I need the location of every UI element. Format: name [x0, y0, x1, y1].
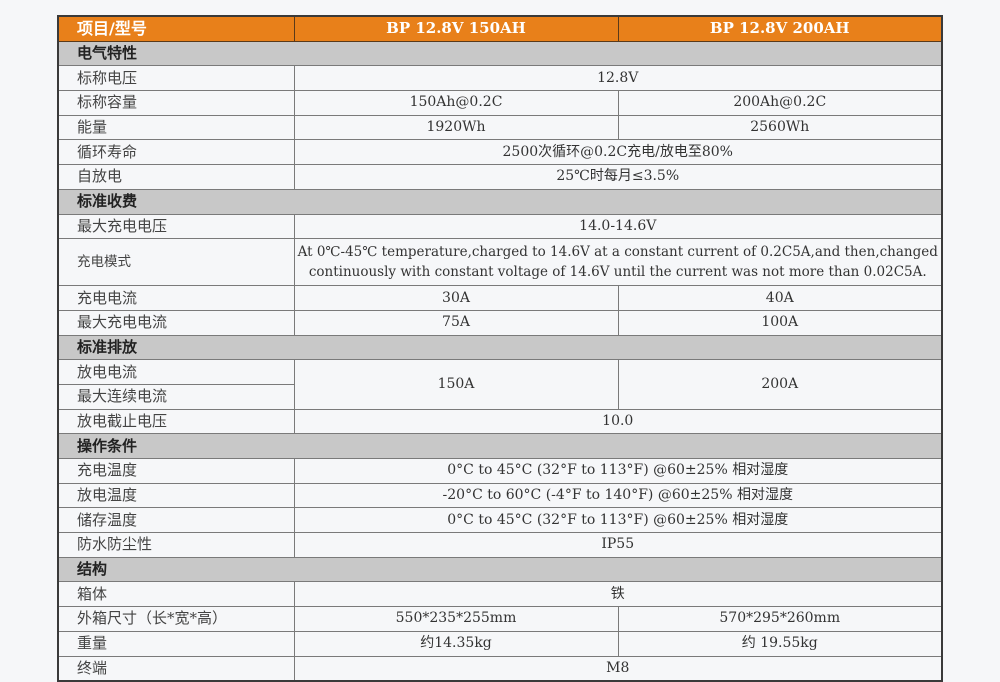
row-value: 200Ah@0.2C	[617, 90, 943, 116]
section-row: 标准收费	[57, 188, 943, 215]
header-label: 项目/型号	[57, 15, 295, 42]
row-value: 1920Wh	[293, 114, 619, 141]
row-label: 最大连续电流	[57, 383, 295, 410]
row-value: 2560Wh	[617, 114, 943, 141]
table-row: 终端 M8	[57, 655, 943, 682]
row-label: 放电截止电压	[57, 408, 295, 435]
header-row: 项目/型号 BP 12.8V 150AH BP 12.8V 200AH	[57, 15, 943, 42]
row-label: 防水防尘性	[57, 532, 295, 558]
table-row: 放电电流 150A 200A	[57, 359, 943, 410]
row-label: 标称电压	[57, 65, 295, 92]
row-value: 0°C to 45°C (32°F to 113°F) @60±25% 相对湿度	[293, 507, 943, 534]
table-row: 最大充电电流 75A 100A	[57, 309, 943, 336]
row-value: 2500次循环@0.2C充电/放电至80%	[293, 139, 943, 166]
table-row: 最大连续电流	[57, 383, 942, 410]
section-row: 结构	[57, 556, 943, 583]
row-value: 570*295*260mm	[617, 606, 943, 632]
table-row: 充电电流 30A 40A	[57, 285, 943, 311]
row-value: 30A	[293, 285, 619, 311]
row-value: 100A	[617, 309, 943, 336]
section-title: 标准排放	[57, 334, 943, 361]
row-value: 550*235*255mm	[293, 606, 619, 632]
row-label: 箱体	[57, 581, 295, 608]
row-label: 最大充电电压	[57, 213, 295, 240]
row-label: 充电电流	[57, 285, 295, 311]
row-label: 标称容量	[57, 90, 295, 116]
row-value: 75A	[293, 309, 619, 336]
table-row: 标称容量 150Ah@0.2C 200Ah@0.2C	[57, 90, 943, 116]
table-row: 自放电 25℃时每月≤3.5%	[57, 164, 943, 190]
row-label: 重量	[57, 630, 295, 657]
row-label: 放电电流	[57, 359, 295, 385]
model-200ah: BP 12.8V 200AH	[617, 15, 943, 42]
table-row: 放电截止电压 10.0	[57, 408, 943, 435]
row-value: 10.0	[293, 408, 943, 435]
table-row: 防水防尘性 IP55	[57, 532, 943, 558]
row-label: 充电模式	[57, 238, 295, 287]
table-row: 外箱尺寸（长*宽*高） 550*235*255mm 570*295*260mm	[57, 606, 943, 632]
section-title: 结构	[57, 556, 943, 583]
section-row: 电气特性	[57, 40, 943, 67]
row-label: 储存温度	[57, 507, 295, 534]
row-label: 充电温度	[57, 458, 295, 484]
row-value: 12.8V	[293, 65, 943, 92]
section-row: 操作条件	[57, 433, 943, 459]
row-value: 150A	[293, 359, 619, 410]
table-row: 最大充电电压 14.0-14.6V	[57, 213, 943, 240]
row-label: 放电温度	[57, 482, 295, 509]
row-value: 200A	[617, 359, 943, 410]
row-label: 终端	[57, 655, 295, 682]
table-row: 充电模式 At 0℃-45℃ temperature,charged to 14.…	[57, 238, 943, 287]
row-label: 能量	[57, 114, 295, 141]
row-value: 25℃时每月≤3.5%	[293, 164, 943, 190]
row-label: 自放电	[57, 164, 295, 190]
row-value: M8	[293, 655, 943, 682]
table-row: 循环寿命 2500次循环@0.2C充电/放电至80%	[57, 139, 943, 166]
row-value: 150Ah@0.2C	[293, 90, 619, 116]
table-row: 重量 约14.35kg 约 19.55kg	[57, 630, 943, 657]
row-label: 外箱尺寸（长*宽*高）	[57, 606, 295, 632]
spec-table: 项目/型号 BP 12.8V 150AH BP 12.8V 200AH 电气特性…	[57, 15, 943, 682]
row-value: IP55	[293, 532, 943, 558]
section-row: 标准排放	[57, 334, 943, 361]
table-row: 箱体铁	[57, 581, 943, 608]
section-title: 标准收费	[57, 188, 943, 215]
row-value: 铁	[293, 581, 943, 608]
row-value: -20°C to 60°C (-4°F to 140°F) @60±25% 相对…	[293, 482, 943, 509]
row-value: 40A	[617, 285, 943, 311]
row-value: 14.0-14.6V	[293, 213, 943, 240]
table-row: 储存温度 0°C to 45°C (32°F to 113°F) @60±25% …	[57, 507, 943, 534]
row-label: 最大充电电流	[57, 309, 295, 336]
model-150ah: BP 12.8V 150AH	[293, 15, 619, 42]
row-value: At 0℃-45℃ temperature,charged to 14.6V a…	[293, 238, 943, 287]
table-row: 充电温度 0°C to 45°C (32°F to 113°F) @60±25% …	[57, 458, 943, 484]
row-value: 约14.35kg	[293, 630, 619, 657]
section-title: 电气特性	[57, 40, 943, 67]
section-title: 操作条件	[57, 433, 943, 459]
row-label: 循环寿命	[57, 139, 295, 166]
table-row: 标称电压 12.8V	[57, 65, 943, 92]
table-row: 能量 1920Wh 2560Wh	[57, 114, 943, 141]
row-value: 约 19.55kg	[617, 630, 943, 657]
table-row: 放电温度 -20°C to 60°C (-4°F to 140°F) @60±25…	[57, 482, 943, 509]
row-value: 0°C to 45°C (32°F to 113°F) @60±25% 相对湿度	[293, 458, 943, 484]
